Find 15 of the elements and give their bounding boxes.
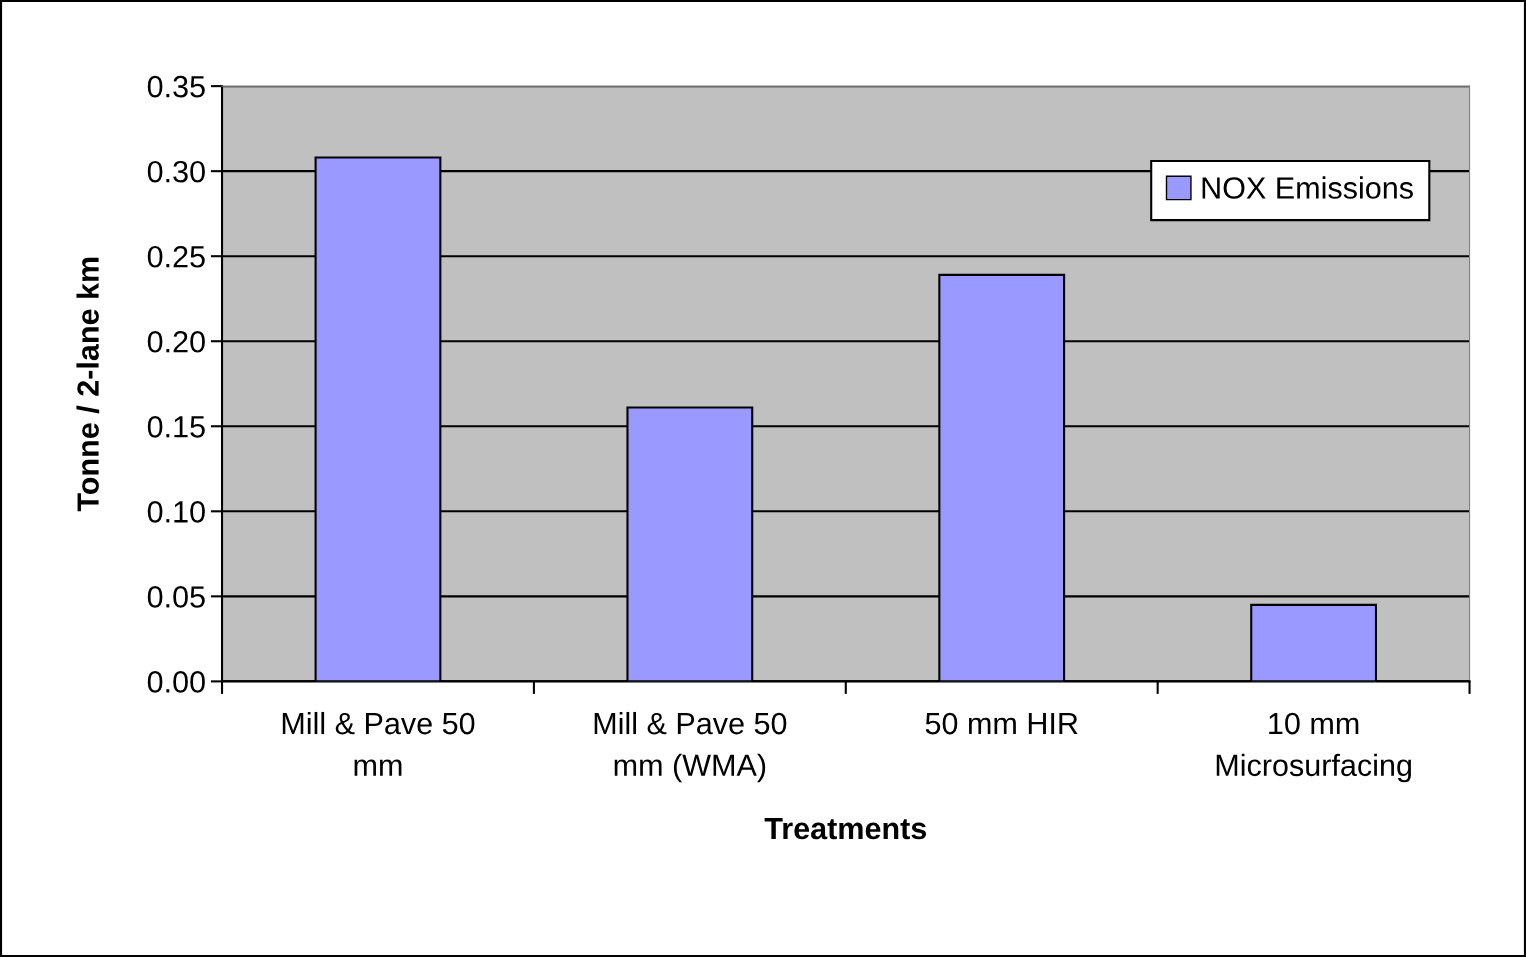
x-tick-label: 10 mm Microsurfacing (1216, 712, 1411, 783)
y-tick-label: 0.00 (147, 671, 205, 693)
y-tick-label: 0.25 (147, 245, 205, 268)
x-tick-label: 50 mm HIR (925, 712, 1078, 735)
y-axis-title: Tonne / 2-lane km (76, 257, 100, 512)
y-tick-label: 0.05 (147, 586, 205, 608)
x-axis-title: Treatments (764, 818, 927, 840)
x-tick-label: Mill & Pave 50 mm (WMA) (594, 711, 787, 783)
legend-label: NOX Emissions (1202, 176, 1413, 199)
y-tick-label: 0.35 (147, 75, 205, 98)
y-tick-label: 0.20 (147, 330, 205, 353)
y-tick-label: 0.10 (147, 501, 205, 523)
x-tick-label: Mill & Pave 50 mm (282, 711, 475, 776)
y-tick-label: 0.15 (147, 416, 205, 438)
y-tick-label: 0.30 (147, 160, 205, 183)
